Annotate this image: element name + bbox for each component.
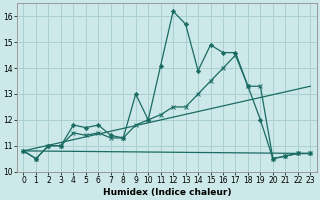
X-axis label: Humidex (Indice chaleur): Humidex (Indice chaleur) [103,188,231,197]
